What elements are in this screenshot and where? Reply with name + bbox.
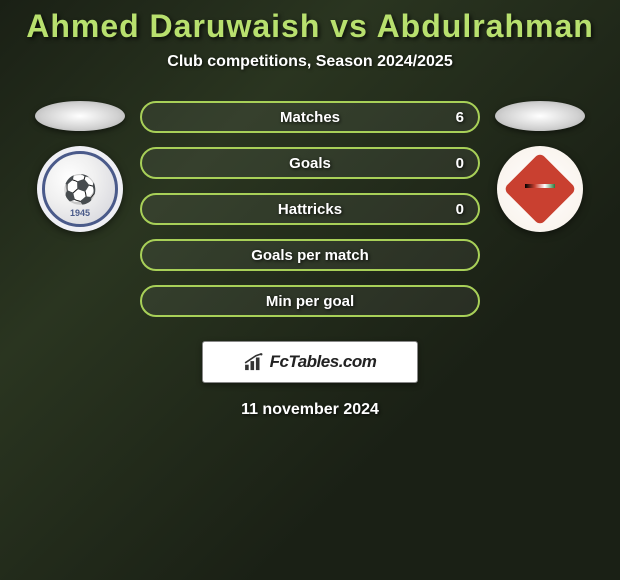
page-subtitle: Club competitions, Season 2024/2025: [0, 53, 620, 71]
brand-text: FcTables.com: [270, 352, 377, 372]
stat-label: Min per goal: [266, 293, 354, 310]
club-left-year: 1945: [70, 208, 90, 218]
player-left-club-logo: 1945: [37, 146, 123, 232]
stats-list: Matches 6 Goals 0 Hattricks 0 Goals per …: [140, 101, 480, 317]
stat-value-right: 0: [456, 201, 464, 218]
player-left-column: 1945: [30, 101, 130, 232]
footer-date: 11 november 2024: [0, 401, 620, 419]
stat-value-right: 6: [456, 109, 464, 126]
player-right-club-logo: [497, 146, 583, 232]
stat-label: Goals per match: [251, 247, 369, 264]
comparison-card: Ahmed Daruwaish vs Abdulrahman Club comp…: [0, 0, 620, 419]
stat-row-hattricks: Hattricks 0: [140, 193, 480, 225]
brand-badge[interactable]: FcTables.com: [202, 341, 418, 383]
stat-label: Hattricks: [278, 201, 342, 218]
player-right-column: [490, 101, 590, 232]
player-left-photo: [35, 101, 125, 131]
stat-row-goals-per-match: Goals per match: [140, 239, 480, 271]
stat-row-matches: Matches 6: [140, 101, 480, 133]
stat-label: Matches: [280, 109, 340, 126]
chart-icon: [244, 353, 266, 371]
stat-value-right: 0: [456, 155, 464, 172]
stat-row-min-per-goal: Min per goal: [140, 285, 480, 317]
stat-label: Goals: [289, 155, 331, 172]
page-title: Ahmed Daruwaish vs Abdulrahman: [0, 8, 620, 45]
stats-area: 1945 Matches 6 Goals 0 Hattricks 0 Goals…: [0, 101, 620, 317]
player-right-photo: [495, 101, 585, 131]
stat-row-goals: Goals 0: [140, 147, 480, 179]
